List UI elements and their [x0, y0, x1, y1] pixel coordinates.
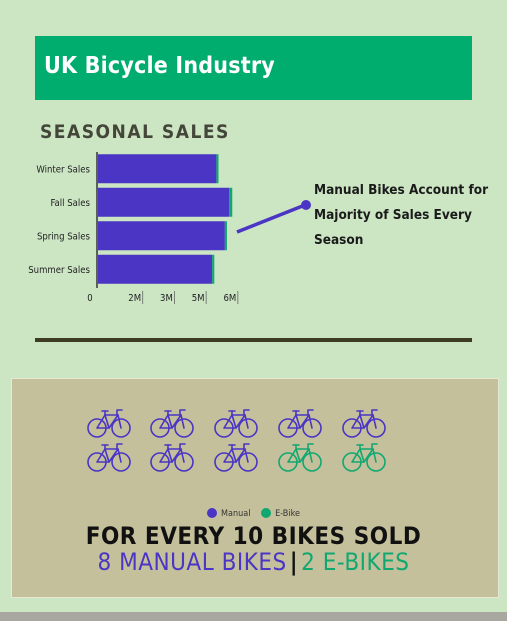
- legend-label-ebike: E-Bike: [275, 509, 300, 519]
- bicycle-icon: [214, 443, 258, 472]
- x-tick-label: 2M: [128, 293, 141, 304]
- category-label: Fall Sales: [51, 198, 91, 209]
- bicycle-icon: [87, 409, 131, 438]
- bar-ebike: [224, 221, 227, 251]
- section-divider: [35, 338, 472, 342]
- x-tick-label: 0: [87, 293, 92, 304]
- manual-count-text: 8 MANUAL BIKES: [97, 548, 287, 576]
- ebike-count-text: 2 E-BIKES: [301, 548, 410, 576]
- bicycle-icon: [150, 443, 194, 472]
- summary-headline: FOR EVERY 10 BIKES SOLD: [85, 522, 422, 550]
- bar-ebike: [229, 187, 233, 217]
- bicycle-icon: [278, 443, 322, 472]
- bicycle-icon: [214, 409, 258, 438]
- bicycle-icon: [342, 443, 386, 472]
- bar-manual: [98, 154, 217, 184]
- bar-manual: [98, 254, 213, 284]
- bar-manual: [98, 187, 230, 217]
- category-label: Summer Sales: [28, 265, 90, 276]
- header-banner: UK Bicycle Industry: [35, 36, 472, 100]
- manual-dot-icon: [207, 508, 218, 518]
- chart-callout: Manual Bikes Account for Majority of Sal…: [314, 178, 507, 253]
- bicycle-icon: [278, 409, 322, 438]
- x-tick-label: 3M: [160, 293, 173, 304]
- x-tick-label: 5M: [192, 293, 205, 304]
- callout-line-1: Manual Bikes Account for: [314, 182, 489, 198]
- callout-line-2: Majority of Sales Every Season: [314, 207, 472, 248]
- bicycle-icon: [87, 443, 131, 472]
- seasonal-sales-chart: Winter Sales Fall Sales Spring Sales Summer…: [28, 152, 311, 304]
- bicycle-icon: [342, 409, 386, 438]
- bar-ebike: [212, 254, 215, 284]
- legend-label-manual: Manual: [221, 509, 251, 519]
- bar-manual: [98, 221, 225, 251]
- summary-breakdown: 8 MANUAL BIKES | 2 E-BIKES: [0, 548, 507, 576]
- page-title: UK Bicycle Industry: [44, 53, 275, 79]
- bike-ratio-panel: [11, 378, 499, 598]
- footer-bar: [0, 612, 507, 621]
- legend-item-manual: Manual: [207, 508, 251, 519]
- x-tick-label: 6M: [223, 293, 236, 304]
- bar-ebike: [216, 154, 219, 184]
- bicycle-icon: [150, 409, 194, 438]
- icon-legend: Manual E-Bike: [0, 508, 507, 519]
- category-label: Winter Sales: [36, 164, 90, 175]
- callout-dot-icon: [301, 200, 311, 210]
- chart-section-title: SEASONAL SALES: [40, 121, 230, 143]
- ebike-dot-icon: [261, 508, 272, 518]
- category-label: Spring Sales: [37, 231, 91, 242]
- callout-connector-line: [236, 203, 306, 234]
- summary-separator: |: [289, 548, 299, 576]
- legend-item-ebike: E-Bike: [261, 508, 300, 519]
